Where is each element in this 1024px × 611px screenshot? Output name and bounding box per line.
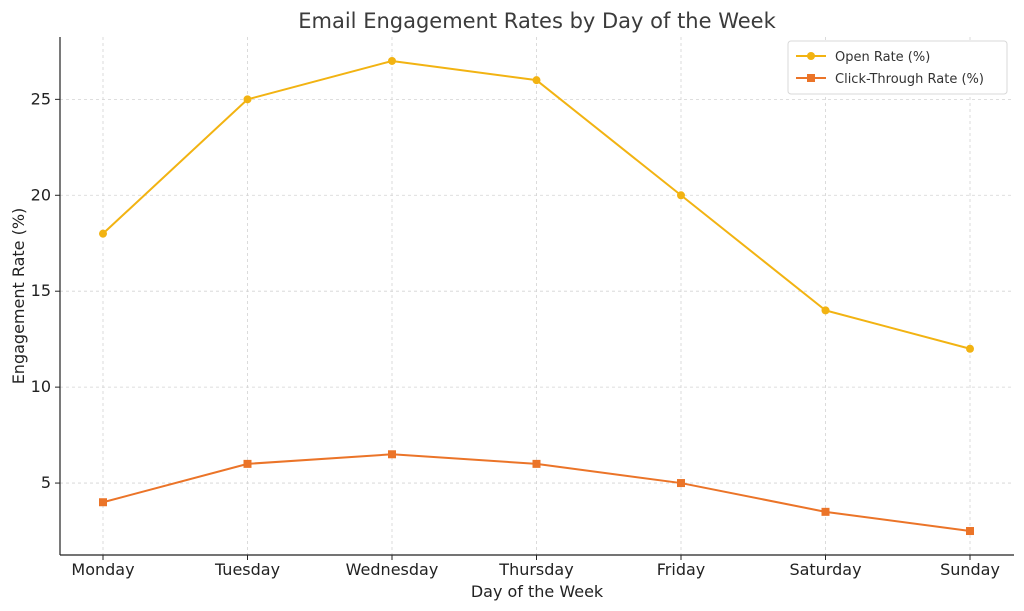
x-axis-label: Day of the Week — [471, 582, 604, 601]
data-point-open-rate-wednesday — [388, 56, 396, 65]
grid-layer — [60, 37, 1014, 555]
axis-layer — [59, 37, 1014, 556]
data-point-open-rate-monday — [99, 229, 107, 238]
x-tick-label-monday: Monday — [71, 560, 134, 579]
legend-box — [787, 40, 1008, 95]
data-point-click-through-rate-thursday — [532, 459, 541, 468]
legend-open-rate-label: Open Rate (%) — [835, 50, 930, 65]
tick-layer: Monday Tuesday Wednesday Thursday Friday Satu… — [31, 89, 1000, 579]
x-tick-label-friday: Friday — [657, 560, 706, 579]
x-tick-label-thursday: Thursday — [498, 560, 573, 579]
x-tick-label-sunday: Sunday — [940, 560, 1000, 579]
legend-click-through-rate-marker — [807, 74, 815, 82]
y-tick-label-5: 5 — [41, 473, 51, 492]
data-point-open-rate-tuesday — [243, 95, 252, 104]
y-tick-label-10: 10 — [31, 377, 51, 396]
data-point-open-rate-thursday — [532, 76, 541, 85]
data-point-click-through-rate-saturday — [821, 507, 830, 516]
x-tick-label-saturday: Saturday — [789, 560, 861, 579]
x-tick-label-tuesday: Tuesday — [214, 560, 280, 579]
x-tick-label-wednesday: Wednesday — [346, 560, 439, 579]
chart-title: Email Engagement Rates by Day of the Wee… — [298, 9, 776, 33]
y-tick-label-15: 15 — [31, 281, 51, 300]
y-tick-label-20: 20 — [31, 185, 51, 204]
y-axis-label: Engagement Rate (%) — [9, 208, 28, 385]
data-point-open-rate-saturday — [821, 306, 830, 315]
data-point-click-through-rate-tuesday — [243, 459, 252, 468]
y-tick-label-25: 25 — [31, 89, 51, 108]
data-point-click-through-rate-wednesday — [388, 450, 396, 459]
legend-open-rate-marker — [807, 52, 815, 60]
data-point-open-rate-friday — [677, 191, 685, 200]
series-layer — [99, 56, 974, 536]
data-point-open-rate-sunday — [966, 344, 974, 353]
legend: Open Rate (%) Click-Through Rate (%) — [787, 40, 1008, 95]
legend-click-through-rate-label: Click-Through Rate (%) — [835, 72, 984, 87]
data-point-click-through-rate-friday — [677, 479, 685, 488]
data-point-click-through-rate-sunday — [966, 527, 974, 536]
data-point-click-through-rate-monday — [99, 498, 107, 507]
